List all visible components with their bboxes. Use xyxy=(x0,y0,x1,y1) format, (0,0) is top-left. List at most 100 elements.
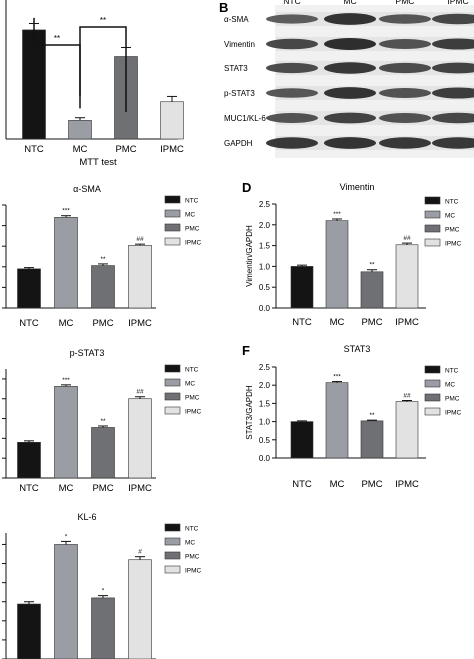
bar-pmc xyxy=(91,597,115,659)
x-tick-label: IPMC xyxy=(128,483,152,494)
y-tick-label: 1.0 xyxy=(259,262,271,271)
legend-label: MC xyxy=(445,382,455,389)
legend-label: IPMC xyxy=(445,241,462,248)
legend-swatch xyxy=(164,551,181,560)
x-tick-label: MC xyxy=(330,479,345,490)
blot-band xyxy=(266,88,318,98)
significance-mark: * xyxy=(102,588,105,595)
legend-label: IPMC xyxy=(185,409,202,416)
x-tick-label: MC xyxy=(73,144,88,155)
bar-ipmc xyxy=(128,559,152,659)
chart-title: α-SMA xyxy=(73,184,101,194)
legend-swatch xyxy=(164,537,181,546)
y-axis-label: STAT3/GAPDH xyxy=(245,385,254,440)
y-tick-label: 1.0 xyxy=(259,418,271,427)
legend-swatch xyxy=(424,379,441,388)
blot-band xyxy=(379,137,431,149)
y-tick-label: 2.0 xyxy=(259,221,271,230)
legend: NTC MC PMC IPMC xyxy=(164,523,202,575)
blot-band xyxy=(266,113,318,123)
bar-mc xyxy=(68,120,92,140)
x-tick-label: MC xyxy=(59,318,74,329)
legend-swatch xyxy=(164,406,181,415)
bracket-label: ** xyxy=(54,34,60,43)
y-tick-label: 0.5 xyxy=(259,283,271,292)
bar-pmc xyxy=(360,271,384,309)
blot-band xyxy=(432,87,474,99)
legend: NTC MC PMC IPMC xyxy=(164,195,202,247)
legend: NTC MC PMC IPMC xyxy=(424,196,462,248)
significance-mark: # xyxy=(138,549,142,556)
x-tick-label: NTC xyxy=(19,483,39,494)
x-tick-label: PMC xyxy=(92,318,113,329)
legend-swatch xyxy=(164,223,181,232)
blot-band xyxy=(266,137,318,149)
panel-letter: D xyxy=(242,180,251,195)
legend-swatch xyxy=(424,210,441,219)
blot-band xyxy=(379,14,431,24)
legend-swatch xyxy=(164,364,181,373)
bar-ipmc xyxy=(128,398,152,479)
chart-vimentin: D Vimentin 0.0 0.5 1.0 1.5 2.0 2.5 Vimentin/GAPD… xyxy=(242,180,462,328)
significance-mark: *** xyxy=(62,208,70,215)
bar-ntc xyxy=(290,421,314,459)
western-blot-panel: B NTC MC PMC IPMC α-SMA Vimentin STAT3 p-STAT3 MU… xyxy=(219,0,474,158)
y-tick-label: 0.0 xyxy=(259,304,271,313)
significance-mark: ** xyxy=(100,256,106,263)
blot-band xyxy=(379,39,431,49)
bar-pmc xyxy=(91,265,115,309)
y-tick-label: 0.5 xyxy=(259,436,271,445)
legend-swatch xyxy=(424,224,441,233)
significance-mark: ## xyxy=(403,235,411,242)
bar-mc xyxy=(325,382,349,459)
legend-swatch xyxy=(164,237,181,246)
legend-swatch xyxy=(424,238,441,247)
legend-label: MC xyxy=(185,212,195,219)
blot-band xyxy=(266,62,318,74)
legend-label: PMC xyxy=(445,227,460,234)
x-tick-label: NTC xyxy=(19,318,39,329)
x-tick-label: IPMC xyxy=(395,317,419,328)
legend-label: MC xyxy=(445,213,455,220)
x-tick-label: NTC xyxy=(292,317,312,328)
blot-band xyxy=(324,38,376,50)
x-axis-label: MTT test xyxy=(79,157,117,168)
blot-band xyxy=(379,113,431,123)
x-tick-label: NTC xyxy=(292,479,312,490)
legend-label: MC xyxy=(185,540,195,547)
chart-title: Vimentin xyxy=(340,182,375,192)
bracket-label: ** xyxy=(100,16,106,25)
legend-label: NTC xyxy=(185,367,199,374)
legend-label: IPMC xyxy=(445,410,462,417)
chart-pstat3: p-STAT3 NTC *** MC ** PMC ## IPMC NTC MC PMC IPMC xyxy=(2,348,202,494)
significance-mark: *** xyxy=(62,377,70,384)
y-tick-label: 0.0 xyxy=(259,454,271,463)
legend-swatch xyxy=(424,365,441,374)
blot-band xyxy=(432,38,474,50)
bar-ntc xyxy=(22,29,46,140)
legend-swatch xyxy=(164,565,181,574)
bar-ipmc xyxy=(160,101,184,140)
legend: NTC MC PMC IPMC xyxy=(164,364,202,416)
x-tick-label: IPMC xyxy=(128,318,152,329)
bar-mc xyxy=(54,386,78,479)
legend: NTC MC PMC IPMC xyxy=(424,365,462,417)
x-tick-label: MC xyxy=(330,317,345,328)
bar-ntc xyxy=(17,442,41,479)
legend-swatch xyxy=(164,392,181,401)
blot-band xyxy=(379,62,431,74)
chart-title: STAT3 xyxy=(344,344,371,354)
y-tick-label: 1.5 xyxy=(259,399,271,408)
x-tick-label: PMC xyxy=(361,317,382,328)
blot-band xyxy=(324,62,376,74)
significance-mark: *** xyxy=(333,374,341,381)
blot-row-label: Vimentin xyxy=(224,40,255,49)
x-tick-label: MC xyxy=(59,483,74,494)
blot-band xyxy=(266,14,318,24)
significance-mark: ## xyxy=(136,389,144,396)
legend-label: MC xyxy=(185,381,195,388)
legend-label: NTC xyxy=(445,368,459,375)
legend-label: NTC xyxy=(185,198,199,205)
y-axis-label: Vimentin/GAPDH xyxy=(245,225,254,287)
